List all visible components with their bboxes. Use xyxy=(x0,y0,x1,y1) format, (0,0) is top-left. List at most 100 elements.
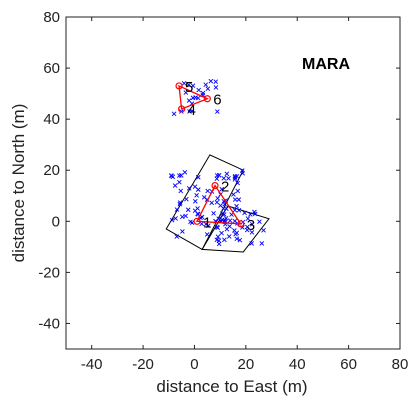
sample-cross-stroke xyxy=(208,78,214,84)
sample-cross-point xyxy=(177,200,183,205)
sample-cross-stroke xyxy=(249,222,255,227)
sample-cross-stroke xyxy=(252,209,257,215)
y-tick-label: 40 xyxy=(43,111,60,128)
sensor-area-outline-2 xyxy=(201,205,270,253)
sample-cross-stroke xyxy=(232,177,238,182)
sample-cross-point xyxy=(236,197,242,202)
sample-cross-point xyxy=(184,196,189,202)
sample-cross-point xyxy=(213,85,219,90)
sample-cross-stroke xyxy=(237,237,243,243)
sample-cross-point xyxy=(224,226,230,232)
sample-cross-stroke xyxy=(224,226,230,232)
sample-cross-stroke xyxy=(179,214,185,220)
sample-cross-point xyxy=(219,186,225,192)
sample-cross-stroke xyxy=(224,171,230,177)
sample-cross-stroke xyxy=(170,174,176,180)
sample-cross-stroke xyxy=(188,219,193,225)
sample-cross-point xyxy=(178,188,184,194)
sensor-area-outline-1 xyxy=(165,154,244,251)
y-tick-label: 0 xyxy=(52,213,60,230)
sample-cross-stroke xyxy=(171,111,177,117)
sample-cross-point xyxy=(190,95,196,101)
sample-cross-stroke xyxy=(213,85,219,90)
sample-cross-point xyxy=(171,111,177,117)
y-tick-label: -20 xyxy=(38,264,60,281)
sample-cross-point xyxy=(222,217,228,223)
sample-cross-point xyxy=(237,237,243,243)
sample-cross-point xyxy=(209,200,214,206)
sample-cross-point xyxy=(249,229,255,235)
sample-cross-point xyxy=(235,180,241,186)
sample-cross-stroke xyxy=(192,184,198,190)
station-label-6: 6 xyxy=(213,92,221,109)
sample-cross-stroke xyxy=(231,192,236,197)
sample-cross-stroke xyxy=(184,196,189,202)
sample-cross-point xyxy=(214,200,220,205)
sample-cross-stroke xyxy=(235,188,241,194)
sample-cross-point xyxy=(221,206,226,211)
sample-cross-stroke xyxy=(213,79,219,84)
sample-cross-stroke xyxy=(257,219,262,225)
sample-cross-point xyxy=(236,207,242,213)
sample-cross-point xyxy=(234,236,240,242)
sample-cross-point xyxy=(226,176,231,181)
x-tick-label: 0 xyxy=(190,356,198,373)
sample-cross-point xyxy=(259,241,265,246)
sample-cross-point xyxy=(205,86,211,92)
sample-cross-point xyxy=(213,79,219,84)
y-axis-title: distance to North (m) xyxy=(9,104,28,263)
chart-title: MARA xyxy=(302,56,350,73)
sample-cross-point xyxy=(220,211,225,216)
x-tick-label: -20 xyxy=(132,356,154,373)
y-tick-label: 60 xyxy=(43,60,60,77)
sample-cross-point xyxy=(186,185,192,191)
sample-cross-stroke xyxy=(177,200,183,205)
sample-cross-stroke xyxy=(180,229,185,234)
sample-cross-stroke xyxy=(195,211,200,217)
sample-cross-point xyxy=(249,241,254,246)
sample-cross-stroke xyxy=(232,218,238,224)
sample-cross-stroke xyxy=(200,90,206,96)
sample-cross-stroke xyxy=(209,200,214,206)
sample-cross-stroke xyxy=(187,109,192,114)
sample-cross-stroke xyxy=(214,176,220,182)
sample-cross-stroke xyxy=(252,211,258,217)
sample-cross-stroke xyxy=(181,81,187,86)
sample-cross-point xyxy=(174,207,180,212)
station-label-4: 4 xyxy=(188,102,196,119)
sample-cross-stroke xyxy=(192,199,198,204)
station-marker-2 xyxy=(211,181,219,190)
sample-cross-stroke xyxy=(199,221,204,227)
sample-cross-stroke xyxy=(182,169,188,175)
sample-cross-stroke xyxy=(226,234,232,239)
x-axis-title: distance to East (m) xyxy=(156,377,307,396)
sample-cross-point xyxy=(203,82,209,87)
sample-cross-stroke xyxy=(173,216,178,221)
y-tick-label: 20 xyxy=(43,162,60,179)
sample-cross-stroke xyxy=(203,82,209,87)
sample-cross-stroke xyxy=(205,188,210,194)
sample-cross-point xyxy=(195,174,201,180)
sample-cross-point xyxy=(248,212,253,217)
sample-cross-point xyxy=(181,81,187,86)
sample-cross-stroke xyxy=(236,197,242,202)
sample-cross-point xyxy=(215,195,220,201)
sample-cross-point xyxy=(214,176,220,182)
sample-cross-stroke xyxy=(196,87,202,93)
sample-cross-point xyxy=(257,219,262,225)
sample-cross-stroke xyxy=(245,216,251,221)
sample-cross-stroke xyxy=(215,195,220,201)
sample-cross-point xyxy=(214,109,220,114)
sample-cross-point xyxy=(192,199,198,204)
sample-cross-point xyxy=(222,237,227,243)
sample-cross-point xyxy=(216,216,222,221)
sample-cross-point xyxy=(242,210,247,216)
sample-cross-point xyxy=(169,217,175,223)
sample-cross-point xyxy=(232,197,238,202)
y-tick-label: 80 xyxy=(43,9,60,26)
sample-cross-point xyxy=(186,98,192,103)
sample-cross-point xyxy=(211,211,216,216)
sample-cross-stroke xyxy=(205,86,211,92)
sample-cross-point xyxy=(187,109,192,114)
